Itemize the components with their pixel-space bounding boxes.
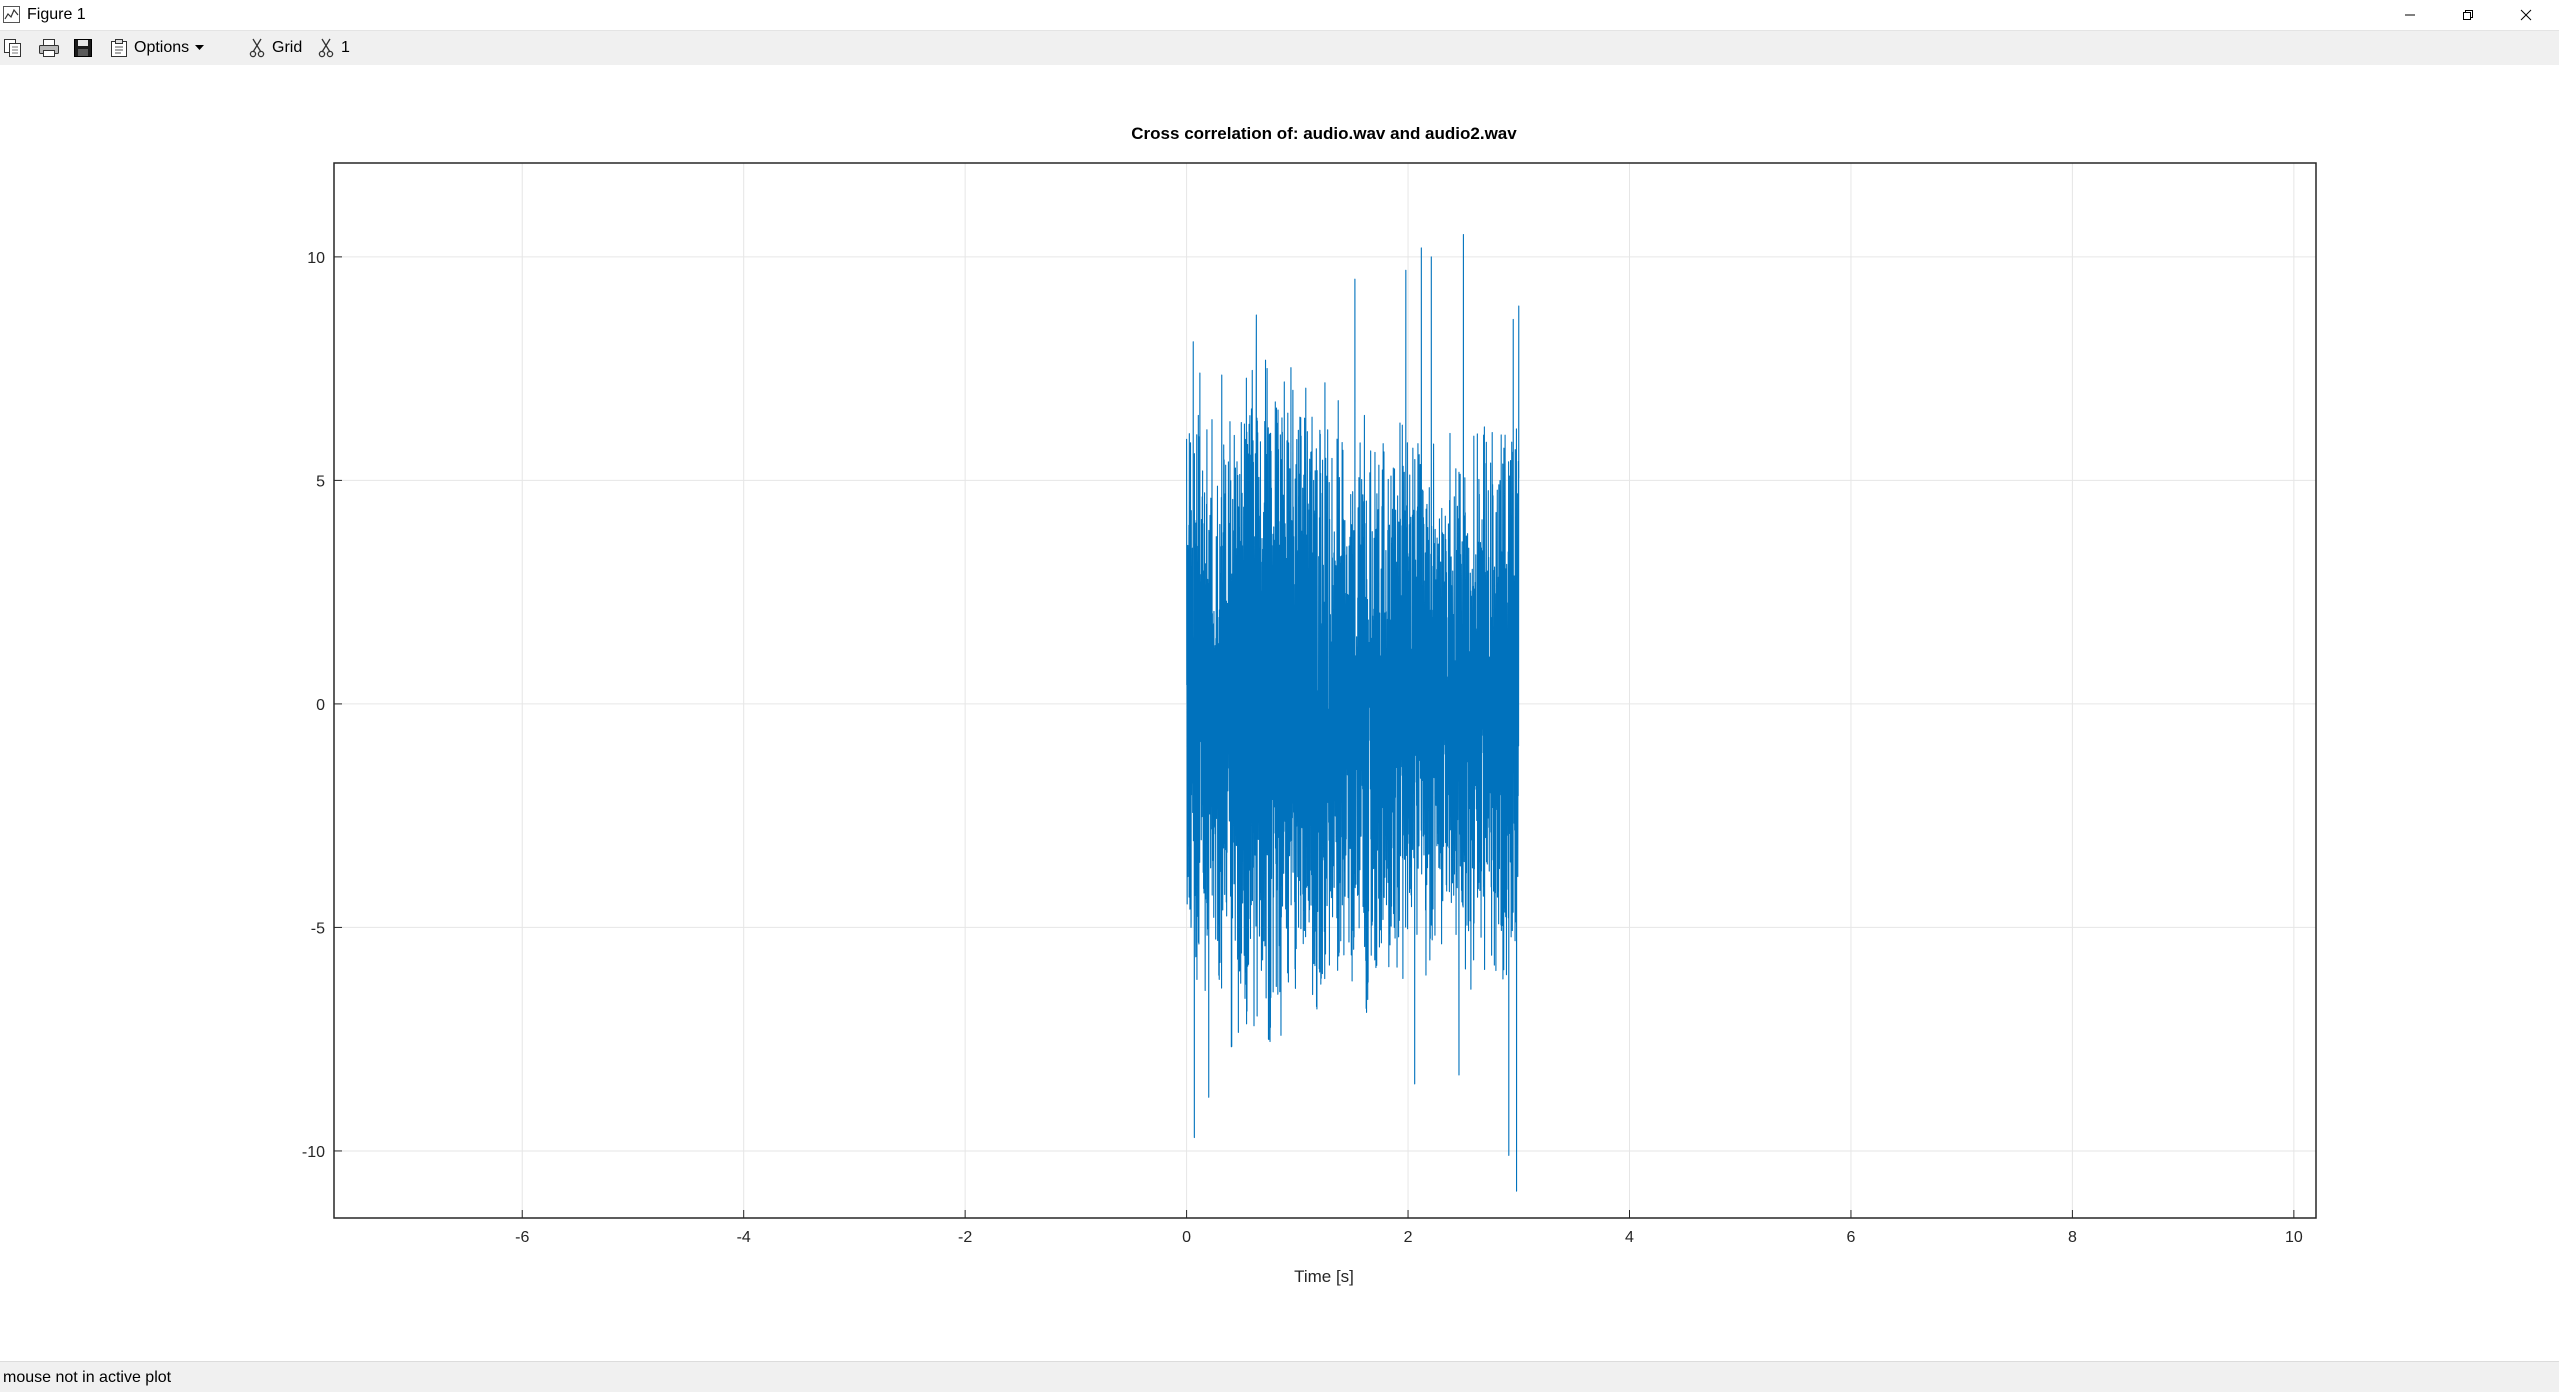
y-tick-label: 10 xyxy=(307,250,325,267)
axis-number-label: 1 xyxy=(341,39,350,56)
print-button[interactable] xyxy=(38,35,60,61)
status-text: mouse not in active plot xyxy=(3,1369,172,1386)
y-tick-label: 0 xyxy=(316,697,325,714)
x-tick-label: -2 xyxy=(958,1229,972,1246)
copy-icon xyxy=(4,39,21,57)
clipboard-icon xyxy=(111,39,127,57)
plot-title: Cross correlation of: audio.wav and audi… xyxy=(1131,124,1517,143)
x-tick-label: -6 xyxy=(515,1229,529,1246)
figure-toolbar: Options Grid 1 xyxy=(0,31,2559,65)
x-tick-label: 2 xyxy=(1404,1229,1413,1246)
status-bar: mouse not in active plot xyxy=(0,1361,2559,1392)
data-series-layer xyxy=(1186,233,1520,1192)
options-menu-button[interactable]: Options xyxy=(109,35,205,61)
axis-toggle-button[interactable]: 1 xyxy=(318,35,350,61)
close-icon xyxy=(2520,9,2532,21)
tick-labels: -6 -4 -2 0 2 4 6 8 10 -10 -5 0 5 10 xyxy=(302,250,2303,1246)
plot-svg[interactable]: -6 -4 -2 0 2 4 6 8 10 -10 -5 0 5 10 Cross correlation… xyxy=(0,65,2559,1361)
print-icon xyxy=(39,39,59,57)
minimize-icon xyxy=(2405,14,2415,16)
save-button[interactable] xyxy=(73,35,93,61)
axes-frame xyxy=(333,162,2317,1219)
restore-icon xyxy=(2463,10,2473,20)
close-button[interactable] xyxy=(2497,0,2555,30)
axes-toggle-icon xyxy=(318,38,334,58)
caret-down-icon xyxy=(195,45,205,50)
axes-toggle-icon xyxy=(249,38,265,58)
options-label: Options xyxy=(134,39,190,56)
y-tick-label: 5 xyxy=(316,473,325,490)
restore-button[interactable] xyxy=(2439,0,2497,30)
figure-canvas[interactable]: -6 -4 -2 0 2 4 6 8 10 -10 -5 0 5 10 Cross correlation… xyxy=(0,65,2559,1361)
x-tick-label: -4 xyxy=(737,1229,751,1246)
y-tick-label: -5 xyxy=(311,920,325,937)
cross-correlation-line xyxy=(1186,233,1520,1192)
grid-label: Grid xyxy=(272,39,303,56)
figure-icon xyxy=(3,6,20,23)
window-titlebar: Figure 1 xyxy=(0,0,2559,31)
minimize-button[interactable] xyxy=(2381,0,2439,30)
x-tick-label: 4 xyxy=(1625,1229,1634,1246)
window-title: Figure 1 xyxy=(27,6,86,23)
x-tick-label: 8 xyxy=(2068,1229,2077,1246)
x-tick-label: 6 xyxy=(1846,1229,1855,1246)
x-tick-label: 10 xyxy=(2285,1229,2303,1246)
copy-button[interactable] xyxy=(3,35,23,61)
x-axis-label: Time [s] xyxy=(1294,1267,1354,1286)
save-icon xyxy=(74,39,92,57)
x-tick-label: 0 xyxy=(1182,1229,1191,1246)
grid-toggle-button[interactable]: Grid xyxy=(249,35,302,61)
y-tick-label: -10 xyxy=(302,1144,325,1161)
